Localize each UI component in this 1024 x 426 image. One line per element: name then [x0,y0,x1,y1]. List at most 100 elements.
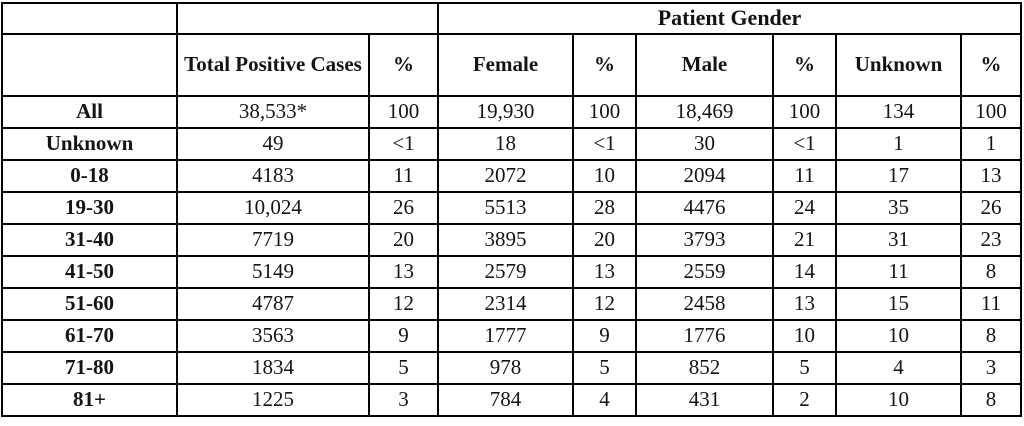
data-cell: 23 [959,223,1023,257]
data-cell: 15 [835,287,962,321]
data-cell: 12 [572,287,637,321]
data-cell: 4183 [176,159,370,193]
data-cell: 8 [959,319,1023,353]
table-row: 61-70 3563 9 1777 9 1776 10 10 8 [1,319,1023,353]
table-row: 71-80 1834 5 978 5 852 5 4 3 [1,351,1023,385]
data-cell: 30 [635,127,774,161]
data-cell: 1834 [176,351,370,385]
table-row: 31-40 7719 20 3895 20 3793 21 31 23 [1,223,1023,257]
data-cell: 2579 [437,255,574,289]
data-cell: 1 [835,127,962,161]
table-row: 0-18 4183 11 2072 10 2094 11 17 13 [1,159,1023,193]
data-cell: 1777 [437,319,574,353]
data-cell: 31 [835,223,962,257]
data-cell: 4787 [176,287,370,321]
data-cell: 100 [772,95,837,129]
data-cell: 5149 [176,255,370,289]
data-cell: 13 [368,255,439,289]
data-cell: 7719 [176,223,370,257]
table-row: 19-30 10,024 26 5513 28 4476 24 35 26 [1,191,1023,225]
column-header-male: Male [635,33,774,97]
data-cell: 35 [835,191,962,225]
patient-gender-table: Patient Gender Total Positive Cases % Fe… [1,2,1023,417]
column-header-blank [1,33,178,97]
data-cell: 2072 [437,159,574,193]
data-cell: <1 [368,127,439,161]
data-cell: <1 [572,127,637,161]
row-label: Unknown [1,127,178,161]
table-row: 51-60 4787 12 2314 12 2458 13 15 11 [1,287,1023,321]
data-cell: 2 [772,383,837,417]
column-header-female: Female [437,33,574,97]
data-cell: 11 [835,255,962,289]
data-cell: 852 [635,351,774,385]
row-label: 0-18 [1,159,178,193]
data-cell: 8 [959,255,1023,289]
data-cell: 17 [835,159,962,193]
data-cell: 5513 [437,191,574,225]
data-cell: 20 [572,223,637,257]
group-header-row: Patient Gender [1,2,1023,35]
row-label: 41-50 [1,255,178,289]
data-cell: 2559 [635,255,774,289]
table-body: All 38,533* 100 19,930 100 18,469 100 134 100 Unk… [1,95,1023,417]
data-cell: 21 [772,223,837,257]
data-cell: 10,024 [176,191,370,225]
data-cell: 8 [959,383,1023,417]
data-cell: 19,930 [437,95,574,129]
column-header-female-percent: % [572,33,637,97]
data-cell: 4476 [635,191,774,225]
table-row: 81+ 1225 3 784 4 431 2 10 8 [1,383,1023,417]
column-header-unknown: Unknown [835,33,962,97]
table-row: Unknown 49 <1 18 <1 30 <1 1 1 [1,127,1023,161]
data-cell: 13 [772,287,837,321]
data-cell: 26 [368,191,439,225]
data-cell: 3895 [437,223,574,257]
data-cell: 12 [368,287,439,321]
data-cell: 5 [772,351,837,385]
column-header-male-percent: % [772,33,837,97]
data-cell: 10 [835,383,962,417]
row-label: All [1,95,178,129]
data-cell: 2314 [437,287,574,321]
data-cell: 3 [368,383,439,417]
data-cell: 1 [959,127,1023,161]
data-cell: 10 [572,159,637,193]
data-cell: 784 [437,383,574,417]
row-label: 31-40 [1,223,178,257]
data-cell: 9 [368,319,439,353]
data-cell: 11 [959,287,1023,321]
data-cell: 1225 [176,383,370,417]
column-header-row: Total Positive Cases % Female % Male % U… [1,33,1023,97]
row-label: 19-30 [1,191,178,225]
data-cell: 9 [572,319,637,353]
data-cell: 431 [635,383,774,417]
data-cell: 5 [572,351,637,385]
corner-cell [1,2,178,35]
data-cell: 978 [437,351,574,385]
data-cell: 20 [368,223,439,257]
data-cell: 100 [368,95,439,129]
data-cell: 38,533* [176,95,370,129]
row-label: 51-60 [1,287,178,321]
data-cell: 24 [772,191,837,225]
data-cell: 11 [772,159,837,193]
column-header-total-positive-cases: Total Positive Cases [176,33,370,97]
data-cell: 100 [572,95,637,129]
row-label: 81+ [1,383,178,417]
data-cell: 1776 [635,319,774,353]
data-cell: 3793 [635,223,774,257]
data-cell: 13 [572,255,637,289]
table-row: 41-50 5149 13 2579 13 2559 14 11 8 [1,255,1023,289]
column-header-total-percent: % [368,33,439,97]
data-cell: 49 [176,127,370,161]
data-cell: 10 [772,319,837,353]
data-cell: 10 [835,319,962,353]
data-cell: 2094 [635,159,774,193]
data-cell: <1 [772,127,837,161]
data-cell: 13 [959,159,1023,193]
data-cell: 4 [835,351,962,385]
data-cell: 100 [959,95,1023,129]
data-cell: 26 [959,191,1023,225]
